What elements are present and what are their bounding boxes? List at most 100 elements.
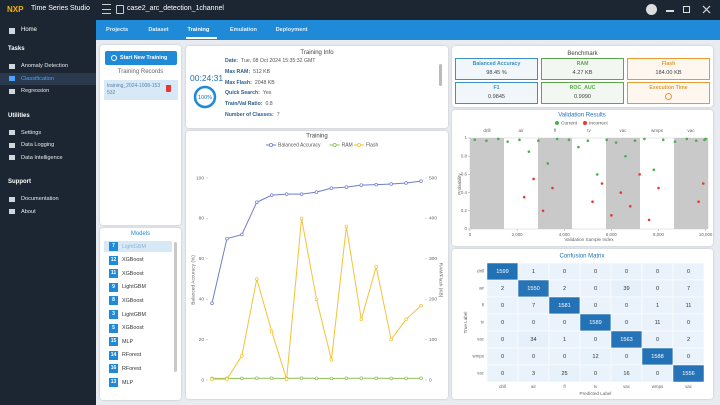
model-badge[interactable]: 11: [109, 269, 118, 279]
nav-item[interactable]: Anomaly Detection: [21, 63, 68, 69]
nav-section-title: Support: [8, 179, 31, 185]
benchmark-card: [455, 82, 538, 104]
model-badge[interactable]: 16: [109, 364, 118, 374]
nav-icon: [9, 155, 15, 160]
record-name: training_2024-1008-153532: [107, 83, 161, 96]
training-chart-panel: [186, 131, 448, 399]
project-icon: [116, 5, 124, 14]
nav-item[interactable]: Settings: [21, 129, 42, 136]
model-badge[interactable]: 8: [109, 296, 118, 306]
records-panel: [100, 45, 181, 225]
panel-title: Benchmark: [567, 51, 598, 57]
model-name[interactable]: RForest: [122, 352, 142, 359]
model-badge[interactable]: 14: [109, 350, 118, 360]
tab-underline: [185, 37, 217, 39]
model-badge[interactable]: 5: [109, 323, 118, 333]
nav-item[interactable]: Data Intelligence: [21, 154, 63, 161]
info-row: Date: Tue, 08 Oct 2024 15:35:32 GMT: [225, 58, 315, 64]
info-value: 0.8: [265, 101, 273, 108]
menu-button[interactable]: [102, 4, 111, 14]
info-row: Number of Classes: 7: [225, 112, 280, 118]
info-row: Train/Val Ratio: 0.8: [225, 101, 273, 107]
model-name[interactable]: LightGBM: [122, 311, 146, 318]
button-icon: [111, 54, 117, 61]
model-name[interactable]: MLP: [122, 379, 134, 386]
tab-bar: [96, 20, 720, 40]
info-row: Max RAM: 512 KB: [225, 69, 270, 75]
info-key: Number of Classes:: [225, 112, 274, 118]
delete-icon[interactable]: [166, 85, 171, 92]
validation-panel: [452, 110, 713, 246]
nav-icon: [9, 63, 15, 69]
nav-icon: [9, 209, 15, 214]
benchmark-card: [455, 58, 538, 80]
nav-section-title: Tasks: [8, 46, 25, 52]
model-badge[interactable]: 12: [109, 255, 118, 265]
tab[interactable]: Emulation: [229, 27, 257, 33]
models-scrollbar: [174, 242, 177, 372]
nav-item[interactable]: About: [21, 208, 36, 215]
panel-title: Training Info: [300, 50, 334, 56]
models-title: Models: [130, 231, 151, 237]
clock-icon: [665, 93, 672, 100]
model-badge[interactable]: 3: [109, 310, 118, 319]
minimize-button[interactable]: [666, 10, 674, 12]
nav-icon: [9, 28, 15, 34]
info-scrollbar: [439, 64, 442, 86]
records-title: Training Records: [117, 69, 164, 75]
nav-icon: [9, 130, 15, 135]
info-key: Train/Val Ratio:: [225, 101, 263, 108]
info-value: 512 KB: [253, 68, 271, 75]
info-key: Date:: [225, 58, 238, 64]
model-name[interactable]: XGBoost: [122, 325, 144, 332]
tab[interactable]: Dataset: [148, 27, 169, 33]
menu-button-bar: [102, 8, 111, 10]
elapsed-time: 00:24:31: [190, 73, 224, 83]
benchmark-card: [541, 58, 624, 80]
card-label: F1: [493, 85, 500, 91]
benchmark-card: [627, 58, 710, 80]
nav-item[interactable]: Data Logging: [21, 142, 55, 148]
card-value: 4.27 KB: [572, 70, 593, 76]
nav-item[interactable]: Regression: [21, 88, 50, 94]
info-value: 7: [276, 112, 280, 118]
model-name[interactable]: LightGBM: [122, 284, 146, 291]
info-value: 2048 KB: [254, 79, 275, 86]
tab[interactable]: Projects: [106, 27, 129, 33]
nav-item[interactable]: Classification: [21, 75, 54, 82]
card-label: RAM: [576, 61, 589, 67]
model-badge[interactable]: 15: [109, 337, 118, 347]
start-training-button[interactable]: Start New Training: [105, 51, 177, 65]
nav-item[interactable]: Home: [21, 27, 38, 33]
confusion-panel: [452, 249, 713, 399]
model-highlight: [104, 241, 172, 252]
model-badge[interactable]: 9: [109, 282, 118, 292]
user-avatar[interactable]: [646, 4, 657, 15]
card-value: 98.45 %: [486, 70, 507, 76]
maximize-button[interactable]: [683, 6, 690, 13]
record-item[interactable]: [104, 80, 178, 100]
card-label: Balanced Accuracy: [472, 61, 521, 67]
card-value: 184.00 KB: [655, 70, 682, 76]
model-name[interactable]: LightGBM: [122, 243, 146, 250]
model-badge[interactable]: 7: [109, 242, 118, 251]
nav-icon: [9, 76, 15, 81]
model-name[interactable]: RForest: [122, 365, 142, 372]
model-name[interactable]: XGBoost: [122, 270, 144, 277]
model-name[interactable]: MLP: [122, 338, 134, 345]
info-key: Max Flash:: [225, 79, 252, 86]
model-name[interactable]: XGBoost: [122, 257, 144, 264]
card-value: 0.9990: [573, 94, 592, 100]
info-value: Yes: [262, 90, 272, 97]
model-badge[interactable]: 13: [109, 378, 118, 387]
nav-icon: [9, 142, 15, 148]
tab[interactable]: Deployment: [275, 27, 308, 33]
nav-highlight: [0, 72, 96, 85]
info-row: Max Flash: 2048 KB: [225, 80, 275, 86]
tab[interactable]: Training: [187, 27, 210, 33]
card-label: Execution Time: [649, 85, 688, 91]
model-name[interactable]: XGBoost: [122, 297, 144, 304]
nav-item[interactable]: Documentation: [21, 196, 59, 202]
nav-icon: [9, 196, 15, 202]
